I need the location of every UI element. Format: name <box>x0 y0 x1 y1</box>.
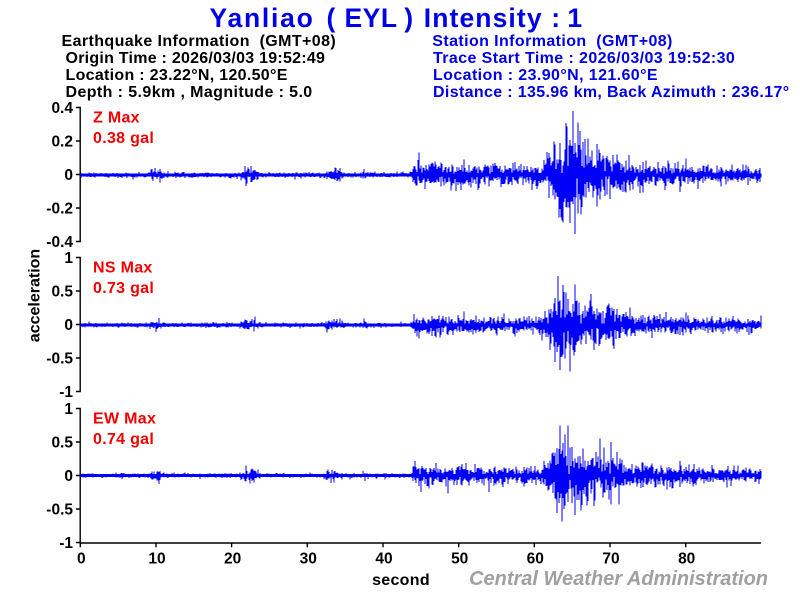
svg-text:30: 30 <box>300 551 317 568</box>
svg-text:Location : 23.22°N, 120.50°E: Location : 23.22°N, 120.50°E <box>66 67 288 84</box>
svg-text:50: 50 <box>451 551 468 568</box>
svg-text:-0.4: -0.4 <box>46 234 73 251</box>
svg-text:0.5: 0.5 <box>51 434 73 451</box>
svg-text:-0.5: -0.5 <box>46 501 73 518</box>
svg-text:0.73 gal: 0.73 gal <box>93 280 154 297</box>
svg-text:80: 80 <box>678 551 695 568</box>
svg-text:-1: -1 <box>59 535 73 552</box>
svg-text:EW Max: EW Max <box>93 411 156 428</box>
svg-text:Central Weather Administration: Central Weather Administration <box>469 568 768 590</box>
svg-text:Yanliao(EYL)Intensity:1: Yanliao(EYL) Intensity:1 <box>210 3 584 33</box>
svg-text:20: 20 <box>224 551 241 568</box>
svg-text:70: 70 <box>602 551 619 568</box>
svg-text:1: 1 <box>64 250 73 267</box>
svg-text:acceleration: acceleration <box>27 249 44 342</box>
svg-text:40: 40 <box>375 551 392 568</box>
svg-text:Station Information (GMT+08): Station Information (GMT+08) <box>432 33 673 50</box>
svg-text:0: 0 <box>64 468 73 485</box>
svg-text:NS Max: NS Max <box>93 260 153 277</box>
svg-text:-1: -1 <box>59 384 73 401</box>
svg-text:0.5: 0.5 <box>51 283 73 300</box>
svg-text:Distance : 135.96 km, Back Azi: Distance : 135.96 km, Back Azimuth : 236… <box>433 84 789 101</box>
svg-text:0: 0 <box>77 551 86 568</box>
svg-text:0.4: 0.4 <box>51 100 73 117</box>
svg-text:10: 10 <box>148 551 165 568</box>
svg-text:-0.5: -0.5 <box>46 350 73 367</box>
svg-text:0: 0 <box>64 317 73 334</box>
svg-text:0.74 gal: 0.74 gal <box>93 431 154 448</box>
svg-text:60: 60 <box>527 551 544 568</box>
svg-text:Z Max: Z Max <box>93 110 140 127</box>
svg-text:0.2: 0.2 <box>51 133 73 150</box>
svg-text:0.38 gal: 0.38 gal <box>93 130 154 147</box>
svg-text:Depth : 5.9km , Magnitude : 5.: Depth : 5.9km , Magnitude : 5.0 <box>66 84 313 101</box>
svg-text:second: second <box>372 572 430 589</box>
svg-text:Earthquake Information (GMT+0: Earthquake Information (GMT+08) <box>62 33 337 50</box>
svg-text:Trace Start Time : 2026/03/03: Trace Start Time : 2026/03/03 19:52:30 <box>433 50 735 67</box>
svg-text:0: 0 <box>64 167 73 184</box>
svg-text:-0.2: -0.2 <box>46 200 73 217</box>
svg-text:Origin Time : 2026/03/03 19:52: Origin Time : 2026/03/03 19:52:49 <box>66 50 326 67</box>
svg-text:Location : 23.90°N, 121.60°E: Location : 23.90°N, 121.60°E <box>433 67 658 84</box>
svg-text:1: 1 <box>64 401 73 418</box>
